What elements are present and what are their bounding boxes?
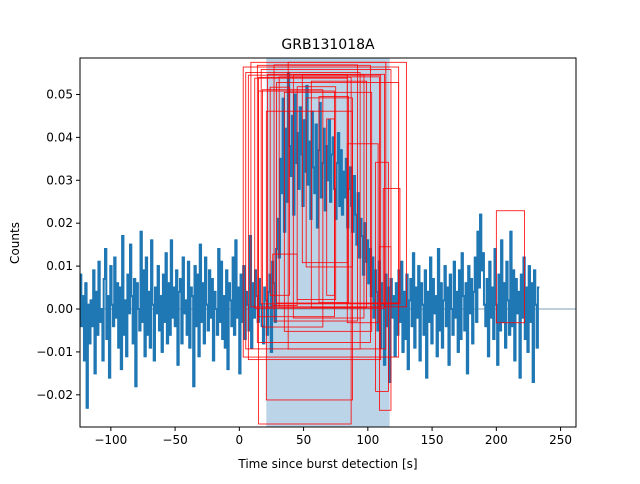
y-tick-label: 0.04 (46, 130, 73, 144)
detection-box (318, 96, 349, 303)
detection-box (287, 61, 387, 350)
detection-box (378, 246, 392, 411)
detection-box (305, 97, 353, 268)
y-axis-ticks: −0.02 −0.01 0.00 0.01 0.02 0.03 0.04 0.05 (36, 87, 80, 402)
detection-boxes-layer (242, 61, 526, 425)
detection-box (262, 89, 324, 328)
x-tick-label: 150 (421, 433, 444, 447)
y-tick-label: 0.01 (46, 259, 73, 273)
x-axis-label: Time since burst detection [s] (237, 457, 417, 471)
x-tick-label: 250 (549, 433, 572, 447)
detection-box (273, 64, 358, 322)
detection-box (346, 143, 379, 324)
detection-box (269, 86, 290, 296)
y-tick-label: −0.02 (36, 388, 73, 402)
detection-box (375, 161, 389, 392)
detection-box (267, 73, 385, 309)
detection-box (296, 86, 337, 300)
y-tick-label: 0.03 (46, 173, 73, 187)
detection-box (310, 80, 367, 309)
y-tick-label: −0.01 (36, 345, 73, 359)
x-tick-label: 0 (236, 433, 244, 447)
detection-box (260, 69, 392, 305)
detection-box (382, 188, 401, 305)
x-axis-ticks: −100 −50 0 50 100 150 200 250 (94, 427, 572, 447)
detection-box (283, 91, 373, 332)
plot-frame (79, 57, 577, 428)
y-tick-label: 0.05 (46, 87, 73, 101)
detection-box (495, 210, 526, 324)
y-axis-label: Counts (8, 222, 22, 264)
y-tick-label: 0.02 (46, 216, 73, 230)
chart-title: GRB131018A (281, 37, 375, 53)
detection-box (256, 64, 371, 343)
x-tick-label: 50 (296, 433, 311, 447)
x-tick-label: 100 (356, 433, 379, 447)
x-tick-label: −100 (94, 433, 127, 447)
detection-box (278, 76, 380, 308)
x-tick-label: −50 (162, 433, 187, 447)
detection-box (326, 118, 335, 296)
y-tick-label: 0.00 (46, 302, 73, 316)
detection-box (276, 82, 400, 304)
x-tick-label: 200 (485, 433, 508, 447)
detection-box (258, 76, 352, 425)
